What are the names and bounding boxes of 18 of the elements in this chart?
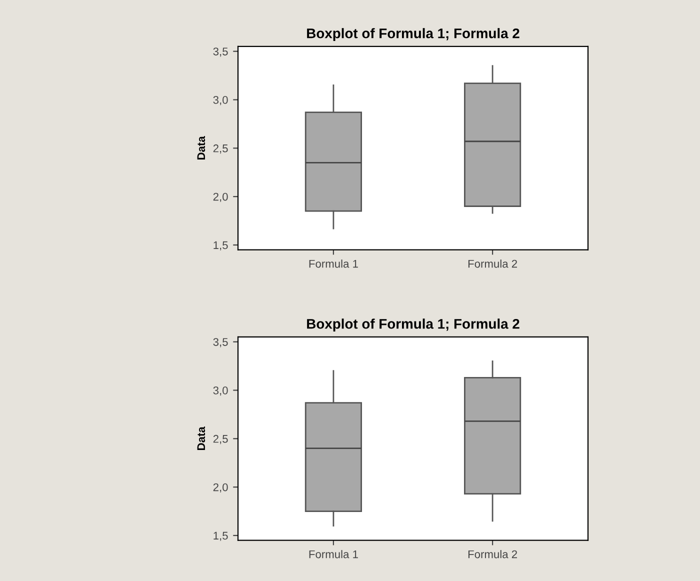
y-tick-label: 2,5 (213, 434, 228, 444)
y-tick-label: 3,5 (213, 48, 228, 57)
y-tick-label: 2,0 (213, 483, 228, 493)
y-axis-title: Data (197, 136, 206, 160)
y-tick-label: 3,0 (213, 386, 228, 396)
y-tick-label: 2,5 (213, 144, 228, 154)
x-tick-label: Formula 2 (468, 550, 517, 558)
y-tick-label: 1,5 (214, 532, 228, 541)
y-axis-title: Data (197, 426, 206, 450)
chart-title: Boxplot of Formula 1; Formula 2 (307, 318, 520, 332)
y-tick-label: 2,0 (213, 192, 228, 202)
y-tick-label: 1,5 (214, 241, 228, 250)
y-tick-label: 3,0 (213, 96, 228, 106)
x-tick-label: Formula 2 (468, 260, 517, 268)
y-tick-label: 3,5 (213, 338, 228, 348)
x-tick-label: Formula 1 (309, 260, 358, 268)
x-tick-label: Formula 1 (309, 550, 358, 558)
chart-title: Boxplot of Formula 1; Formula 2 (307, 28, 520, 42)
